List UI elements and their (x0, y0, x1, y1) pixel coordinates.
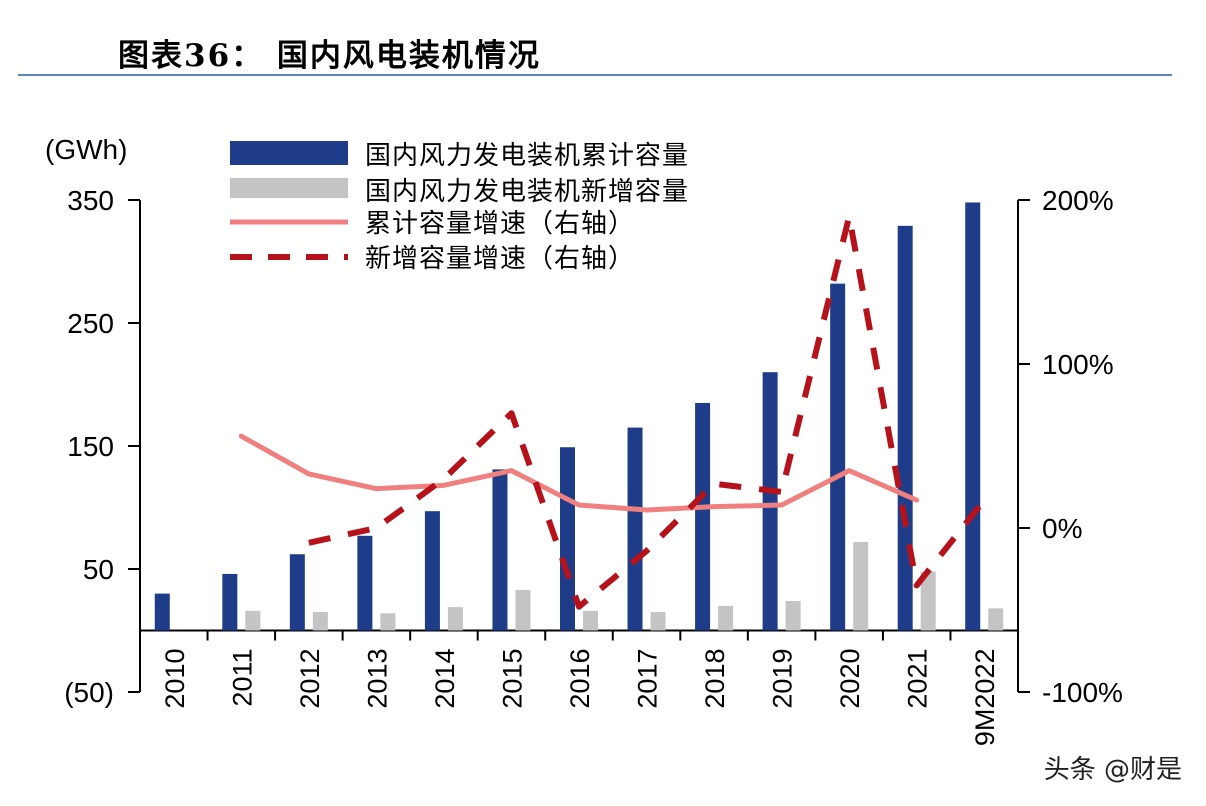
legend-label: 国内风力发电装机新增容量 (365, 177, 689, 207)
right-tick-label: 100% (1042, 349, 1114, 380)
new-capacity-bar (245, 610, 261, 631)
left-tick-label: 250 (67, 308, 114, 339)
legend-label: 累计容量增速（右轴） (365, 209, 635, 239)
cumulative-capacity-bar (762, 372, 778, 631)
right-tick-label: -100% (1042, 677, 1123, 708)
new-capacity-bar (718, 605, 734, 631)
new-growth-line (308, 213, 987, 610)
cumulative-capacity-bar (154, 593, 170, 631)
y-unit-label: (GWh) (45, 134, 127, 165)
new-capacity-bar (447, 607, 463, 631)
x-tick-label: 2014 (430, 649, 460, 709)
cumulative-capacity-bar (222, 573, 238, 631)
right-tick-label: 0% (1042, 513, 1082, 544)
x-tick-label: 2011 (227, 649, 257, 707)
new-capacity-bar (312, 612, 328, 631)
legend-label: 新增容量增速（右轴） (365, 244, 635, 274)
legend-swatch-new-bar (230, 178, 348, 198)
x-tick-label: 2018 (700, 649, 730, 709)
new-capacity-bar (515, 589, 531, 631)
x-tick-label: 2016 (565, 649, 595, 709)
watermark-text: 头条 @财是 (1043, 755, 1182, 785)
cumulative-capacity-bar (830, 283, 846, 631)
new-capacity-bar (988, 608, 1004, 631)
new-capacity-bar (853, 541, 869, 631)
new-capacity-bar (920, 571, 936, 631)
cumulative-growth-line (238, 433, 920, 513)
x-tick-label: 2012 (295, 649, 325, 709)
cumulative-capacity-bar (695, 402, 711, 631)
cumulative-capacity-bar (897, 225, 913, 631)
new-capacity-bar (650, 612, 666, 631)
cumulative-capacity-bar (357, 535, 373, 631)
new-capacity-bar (785, 600, 801, 631)
cumulative-capacity-bar (424, 511, 440, 631)
title-rule (18, 74, 1172, 76)
left-tick-label: (50) (64, 677, 114, 708)
x-tick-label: 9M2022 (970, 648, 1000, 746)
cumulative-capacity-bar (560, 447, 575, 631)
x-tick-label: 2010 (160, 649, 190, 709)
left-tick-label: 50 (83, 554, 114, 585)
cumulative-capacity-bar (627, 427, 643, 631)
new-capacity-bar (380, 613, 396, 631)
x-tick-label: 2019 (768, 649, 798, 709)
right-tick-label: 200% (1042, 185, 1114, 216)
figure-title: 图表36： 国内风电装机情况 (118, 38, 541, 74)
x-tick-label: 2020 (835, 649, 865, 709)
legend-swatch-cumulative-bar (230, 141, 348, 165)
x-tick-label: 2013 (362, 649, 392, 709)
cumulative-capacity-bar (965, 202, 981, 631)
x-tick-label: 2021 (903, 649, 933, 709)
cumulative-capacity-bar (289, 554, 305, 631)
new-capacity-bar (583, 610, 598, 631)
legend-label: 国内风力发电装机累计容量 (365, 141, 689, 171)
x-tick-label: 2015 (497, 649, 527, 709)
left-tick-label: 350 (67, 185, 114, 216)
left-tick-label: 150 (67, 431, 114, 462)
x-tick-label: 2017 (633, 649, 663, 709)
cumulative-capacity-bar (492, 469, 508, 631)
